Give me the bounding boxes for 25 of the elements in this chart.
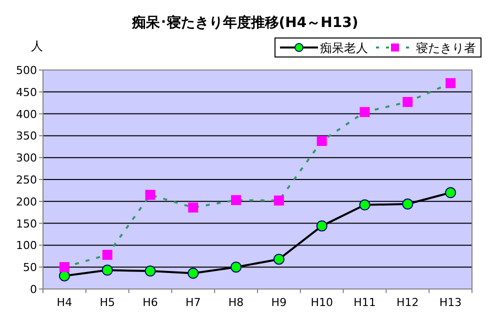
x-tick-label: H13 <box>439 296 462 309</box>
y-tick-label: 500 <box>16 64 37 77</box>
y-tick-label: 250 <box>16 174 37 186</box>
y-tick-label: 400 <box>16 108 37 121</box>
x-tick-label: H9 <box>271 296 287 309</box>
y-tick-label: 50 <box>23 261 37 274</box>
x-tick-label: H12 <box>396 296 419 309</box>
x-tick-label: H4 <box>56 296 72 309</box>
y-tick-label: 0 <box>30 283 37 296</box>
x-tick-label: H5 <box>100 296 115 309</box>
y-tick-label: 100 <box>16 239 37 252</box>
x-tick-label: H8 <box>228 296 244 309</box>
legend-label: 寝たきり者 <box>416 41 476 55</box>
legend-label: 痴呆老人 <box>320 41 368 55</box>
y-tick-label: 150 <box>16 217 37 230</box>
y-tick-label: 350 <box>16 130 37 143</box>
y-tick-label: 450 <box>16 86 37 99</box>
y-tick-label: 200 <box>16 195 37 208</box>
chart-title: 痴呆･寝たきり年度推移(H4～H13) <box>130 14 358 31</box>
y-axis-title: 人 <box>31 39 43 53</box>
x-tick-label: H7 <box>186 296 201 309</box>
x-tick-label: H11 <box>354 296 376 309</box>
y-tick-label: 300 <box>16 152 37 165</box>
x-tick-label: H10 <box>310 296 333 309</box>
x-tick-label: H6 <box>142 296 158 309</box>
